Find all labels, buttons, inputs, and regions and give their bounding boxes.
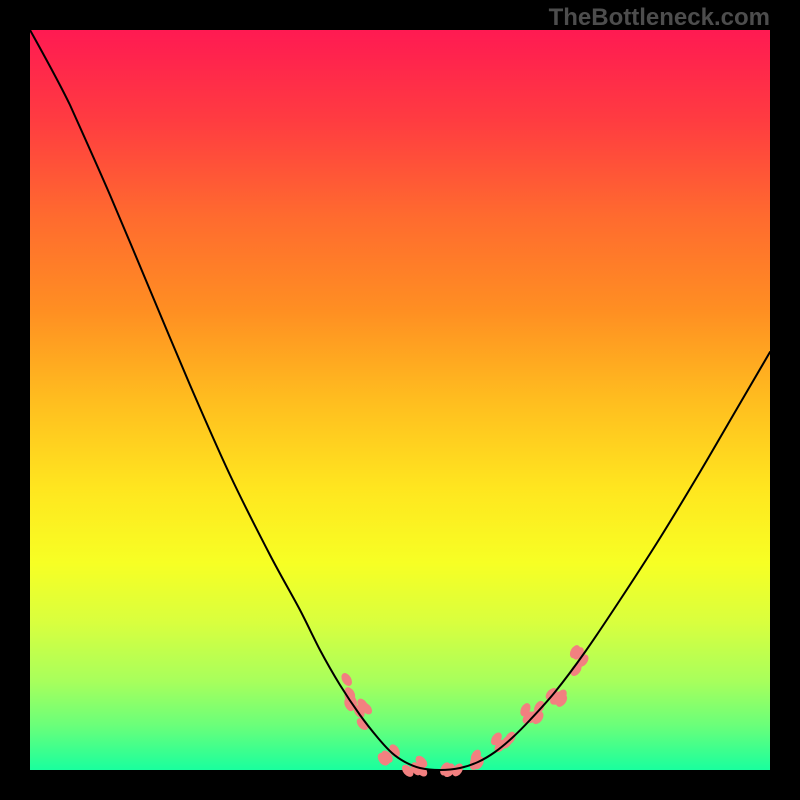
watermark-text: TheBottleneck.com xyxy=(549,4,770,32)
bottleneck-curve xyxy=(30,30,770,770)
chart-container: TheBottleneck.com xyxy=(0,0,800,800)
marker-group xyxy=(339,643,590,779)
curve-layer xyxy=(30,30,770,770)
data-marker xyxy=(339,671,354,688)
plot-area xyxy=(30,30,770,770)
